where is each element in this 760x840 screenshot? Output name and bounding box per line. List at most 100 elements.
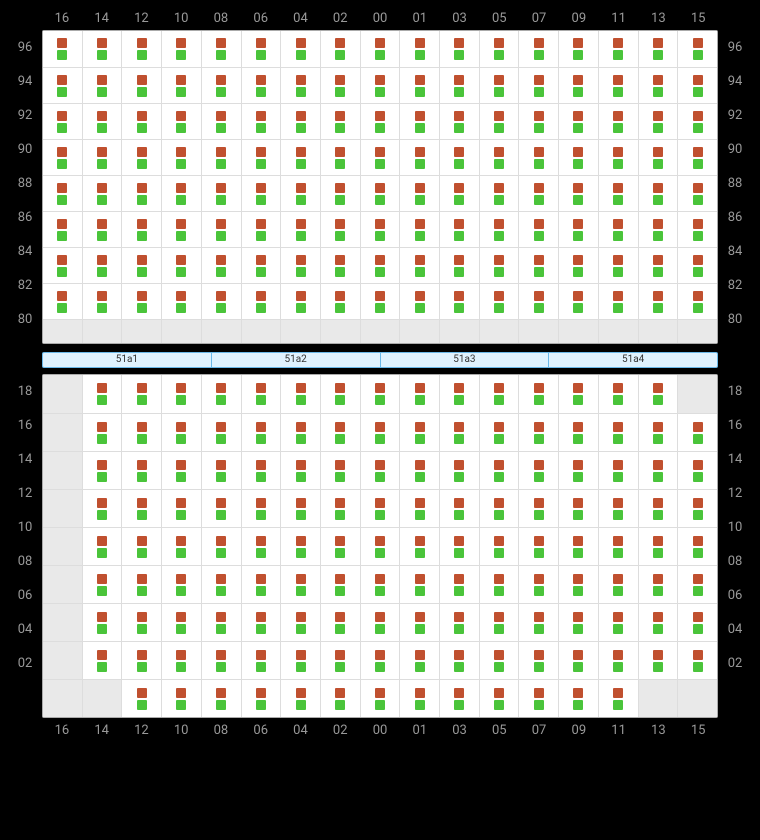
rack-slot[interactable]: [479, 375, 519, 413]
rack-slot[interactable]: [439, 31, 479, 67]
rack-slot[interactable]: [558, 527, 598, 565]
rack-slot[interactable]: [518, 641, 558, 679]
rack-slot[interactable]: [399, 175, 439, 211]
rack-slot[interactable]: [280, 565, 320, 603]
rack-slot[interactable]: [479, 413, 519, 451]
rack-slot[interactable]: [121, 247, 161, 283]
rack-slot[interactable]: [82, 375, 122, 413]
rack-slot[interactable]: [201, 527, 241, 565]
rack-slot[interactable]: [320, 31, 360, 67]
rack-slot[interactable]: [677, 67, 717, 103]
rack-slot[interactable]: [399, 283, 439, 319]
rack-slot[interactable]: [558, 489, 598, 527]
rack-slot[interactable]: [82, 451, 122, 489]
rack-slot[interactable]: [280, 413, 320, 451]
rack-slot[interactable]: [241, 67, 281, 103]
patch-panel-segment[interactable]: 51a2: [211, 353, 380, 367]
rack-slot[interactable]: [598, 489, 638, 527]
rack-slot[interactable]: [320, 527, 360, 565]
rack-slot[interactable]: [161, 67, 201, 103]
rack-slot[interactable]: [598, 211, 638, 247]
rack-slot[interactable]: [280, 527, 320, 565]
rack-slot[interactable]: [121, 413, 161, 451]
rack-slot[interactable]: [241, 175, 281, 211]
rack-slot[interactable]: [161, 375, 201, 413]
rack-slot[interactable]: [360, 565, 400, 603]
rack-slot[interactable]: [677, 247, 717, 283]
rack-slot[interactable]: [161, 565, 201, 603]
rack-slot[interactable]: [518, 283, 558, 319]
rack-slot[interactable]: [479, 247, 519, 283]
rack-slot[interactable]: [241, 139, 281, 175]
rack-slot[interactable]: [598, 603, 638, 641]
rack-slot[interactable]: [360, 413, 400, 451]
rack-slot[interactable]: [598, 565, 638, 603]
rack-slot[interactable]: [121, 603, 161, 641]
rack-slot[interactable]: [558, 565, 598, 603]
rack-slot[interactable]: [479, 641, 519, 679]
rack-slot[interactable]: [121, 375, 161, 413]
rack-slot[interactable]: [558, 67, 598, 103]
rack-slot[interactable]: [280, 489, 320, 527]
rack-slot[interactable]: [638, 375, 678, 413]
rack-slot[interactable]: [121, 211, 161, 247]
rack-slot[interactable]: [399, 103, 439, 139]
rack-slot[interactable]: [43, 211, 82, 247]
rack-slot[interactable]: [241, 641, 281, 679]
patch-panel-segment[interactable]: 51a4: [548, 353, 717, 367]
rack-slot[interactable]: [638, 139, 678, 175]
rack-slot[interactable]: [598, 375, 638, 413]
rack-slot[interactable]: [43, 103, 82, 139]
rack-slot[interactable]: [399, 489, 439, 527]
rack-slot[interactable]: [518, 139, 558, 175]
rack-slot[interactable]: [638, 67, 678, 103]
rack-slot[interactable]: [161, 603, 201, 641]
rack-slot[interactable]: [201, 175, 241, 211]
rack-slot[interactable]: [439, 603, 479, 641]
rack-slot[interactable]: [479, 679, 519, 717]
rack-slot[interactable]: [439, 489, 479, 527]
rack-slot[interactable]: [161, 31, 201, 67]
rack-slot[interactable]: [677, 211, 717, 247]
rack-slot[interactable]: [518, 451, 558, 489]
rack-slot[interactable]: [161, 175, 201, 211]
rack-slot[interactable]: [161, 641, 201, 679]
rack-slot[interactable]: [360, 527, 400, 565]
rack-slot[interactable]: [677, 283, 717, 319]
rack-slot[interactable]: [518, 413, 558, 451]
rack-slot[interactable]: [399, 527, 439, 565]
rack-slot[interactable]: [82, 247, 122, 283]
rack-slot[interactable]: [399, 603, 439, 641]
rack-slot[interactable]: [360, 175, 400, 211]
rack-slot[interactable]: [360, 103, 400, 139]
rack-slot[interactable]: [360, 489, 400, 527]
rack-slot[interactable]: [558, 211, 598, 247]
rack-slot[interactable]: [201, 211, 241, 247]
rack-slot[interactable]: [638, 247, 678, 283]
rack-slot[interactable]: [558, 641, 598, 679]
rack-slot[interactable]: [598, 641, 638, 679]
rack-slot[interactable]: [320, 641, 360, 679]
rack-slot[interactable]: [320, 211, 360, 247]
rack-slot[interactable]: [201, 283, 241, 319]
rack-slot[interactable]: [598, 31, 638, 67]
rack-slot[interactable]: [43, 175, 82, 211]
rack-slot[interactable]: [439, 175, 479, 211]
rack-slot[interactable]: [43, 139, 82, 175]
rack-slot[interactable]: [82, 103, 122, 139]
rack-slot[interactable]: [479, 67, 519, 103]
rack-slot[interactable]: [558, 451, 598, 489]
rack-slot[interactable]: [121, 565, 161, 603]
rack-slot[interactable]: [280, 283, 320, 319]
rack-slot[interactable]: [241, 451, 281, 489]
rack-slot[interactable]: [638, 283, 678, 319]
rack-slot[interactable]: [518, 247, 558, 283]
rack-slot[interactable]: [439, 67, 479, 103]
rack-slot[interactable]: [598, 283, 638, 319]
rack-slot[interactable]: [280, 451, 320, 489]
rack-slot[interactable]: [439, 565, 479, 603]
rack-slot[interactable]: [82, 413, 122, 451]
rack-slot[interactable]: [399, 247, 439, 283]
rack-slot[interactable]: [241, 31, 281, 67]
rack-slot[interactable]: [439, 211, 479, 247]
